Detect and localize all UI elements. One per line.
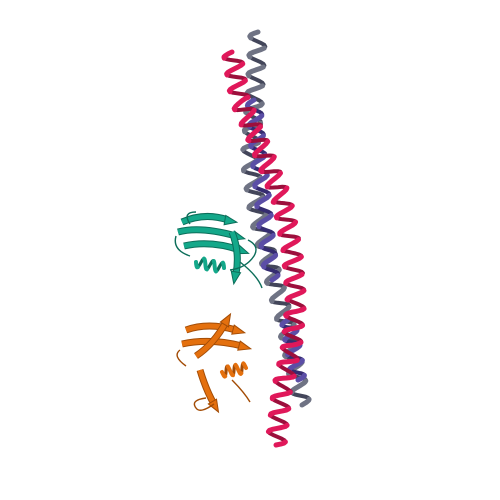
helix-magenta-front xyxy=(265,422,290,435)
helix-magenta-front xyxy=(272,373,297,384)
orange-helix-front xyxy=(233,362,244,376)
helix-gray-front xyxy=(299,396,312,408)
helix-gray-front xyxy=(268,285,287,304)
teal-arrow-1 xyxy=(223,214,239,226)
helix-magenta-front xyxy=(279,339,304,351)
helix-magenta-front xyxy=(280,237,301,253)
orange-arrow-1 xyxy=(231,324,247,335)
helix-purple-upper-front xyxy=(252,172,270,190)
teal-helix xyxy=(194,256,226,274)
helix-purple-upper-front xyxy=(269,273,281,283)
orange-helix-front xyxy=(225,364,235,378)
orange-arrow-4 xyxy=(207,398,220,414)
helix-magenta-front xyxy=(283,306,307,319)
helix-purple-upper-front xyxy=(254,192,272,210)
helix-magenta-front xyxy=(238,107,257,128)
helix-gray-front xyxy=(246,45,267,60)
helix-magenta-front xyxy=(277,219,299,237)
helix-purple-upper-front xyxy=(260,253,279,270)
teal-loop-2 xyxy=(229,239,263,289)
helix-gray-front xyxy=(250,211,269,231)
orange-loop xyxy=(176,349,251,411)
coiled-coil-helices xyxy=(221,29,312,448)
helix-gray-front xyxy=(244,83,265,98)
helix-magenta-front xyxy=(267,406,292,418)
helix-magenta-front xyxy=(273,203,295,221)
helix-magenta-front xyxy=(281,254,304,270)
helix-magenta-front xyxy=(270,185,290,205)
helix-magenta-front xyxy=(226,78,248,95)
orange-helix xyxy=(220,361,248,379)
helix-magenta-front xyxy=(221,49,235,61)
helix-purple-upper-front xyxy=(258,233,276,250)
helix-gray-front xyxy=(245,64,266,79)
helix-gray-front xyxy=(254,230,273,249)
orange-globular-domain xyxy=(176,312,253,414)
helix-purple-lower-front xyxy=(295,372,307,383)
helix-purple-upper-front xyxy=(256,212,274,230)
helix-magenta-back xyxy=(232,106,257,113)
helix-purple-upper-front xyxy=(244,97,257,110)
teal-loop xyxy=(174,211,197,257)
teal-helix-front xyxy=(211,259,218,274)
helix-magenta-front xyxy=(276,357,300,367)
helix-magenta-front xyxy=(269,389,293,402)
orange-arrow-2 xyxy=(237,340,253,351)
helix-magenta-front xyxy=(264,170,283,190)
teal-helix-front xyxy=(194,260,200,270)
orange-strand-3 xyxy=(194,320,229,359)
teal-arrow-4 xyxy=(230,270,242,286)
orange-strand-1 xyxy=(185,323,237,333)
helix-magenta-front xyxy=(283,271,305,286)
helix-purple-lower-front xyxy=(279,317,291,328)
teal-helix-front xyxy=(202,256,209,272)
helix-magenta xyxy=(221,49,307,448)
helix-magenta-back xyxy=(265,184,289,190)
helix-gray-front xyxy=(247,29,261,41)
helix-magenta-back xyxy=(252,153,277,159)
helix-gray-front xyxy=(259,249,278,267)
orange-arrow-3 xyxy=(219,312,232,328)
helix-magenta-front xyxy=(252,139,271,159)
orange-helix-front xyxy=(241,361,248,370)
helix-gray-front xyxy=(274,304,292,322)
helix-magenta-front xyxy=(258,154,277,175)
teal-strand-1 xyxy=(181,214,229,225)
helix-magenta-front xyxy=(281,323,306,335)
teal-strand-4 xyxy=(229,231,240,275)
helix-magenta-front xyxy=(284,288,307,303)
teal-helix-front xyxy=(220,260,226,270)
helix-purple-lower-front xyxy=(287,357,305,373)
helix-magenta-front xyxy=(231,94,251,113)
orange-helix-front xyxy=(220,370,228,379)
helix-magenta-front xyxy=(224,61,246,78)
helix-magenta-front xyxy=(273,439,288,448)
teal-globular-domain xyxy=(174,211,263,289)
helix-magenta-front xyxy=(245,124,263,144)
